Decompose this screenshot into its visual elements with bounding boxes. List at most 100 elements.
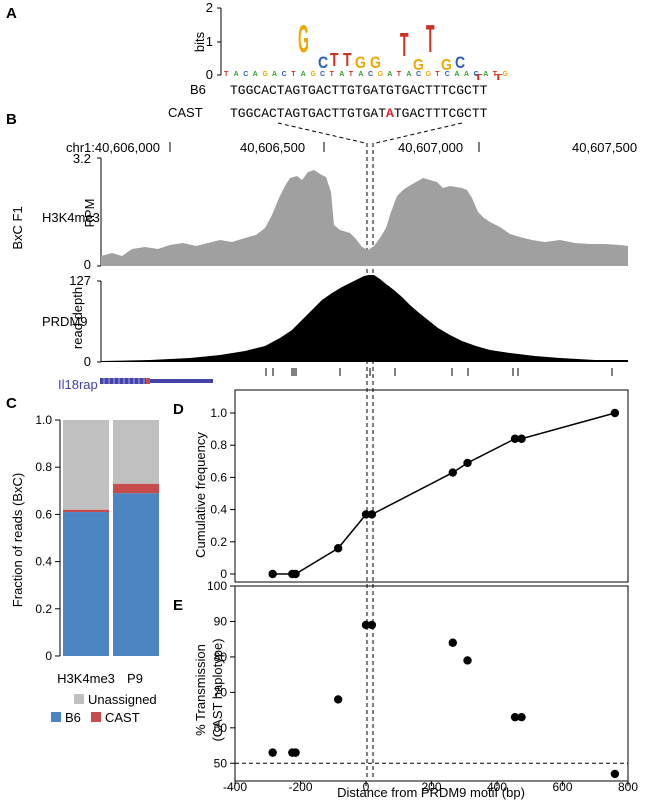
d-point	[610, 408, 620, 418]
logo-letter: T	[330, 50, 339, 70]
d-ytick-label: 0.2	[210, 535, 227, 549]
c-category-label: H3K4me3	[57, 671, 115, 686]
coord-label: 40,607,500	[572, 140, 637, 155]
logo-tick-label: 1	[206, 34, 213, 49]
d-point	[367, 510, 377, 519]
d-ylabel: Cumulative frequency	[193, 432, 208, 558]
logo-letter: T	[330, 71, 335, 78]
e-xlabel: Distance from PRDM9 motif (bp)	[337, 785, 525, 800]
legend-swatch-cast	[91, 712, 101, 722]
e-xtick-label: 400	[487, 780, 507, 794]
e-xtick-label: 600	[552, 780, 572, 794]
d-plot-frame	[234, 389, 629, 583]
logo-letter: G	[426, 71, 432, 78]
b6-sequence: TGGCACTAGTGACTTGTGATGTGACTTTCGCTT	[230, 83, 488, 98]
logo-letter: A	[483, 71, 488, 78]
e-ylabel-2: (CAST haplotype)	[210, 638, 225, 741]
logo-letter: G	[378, 71, 384, 78]
e-point	[333, 695, 343, 704]
logo-letter: G	[355, 54, 366, 72]
logo-letter: C	[318, 54, 328, 72]
e-point	[361, 620, 371, 630]
e-ytick-label: 100	[207, 579, 227, 593]
logo-letter: A	[406, 71, 411, 78]
c-ytick-label: 0	[45, 649, 52, 663]
c-bars	[63, 420, 159, 656]
d-ytick-label: 0	[220, 567, 227, 581]
h3k4me3-unit: RPM	[82, 199, 97, 228]
logo-letter: G	[441, 57, 452, 74]
c-ytick-label: 0.4	[35, 555, 52, 569]
connector-dash-left	[277, 122, 366, 144]
d-point	[361, 510, 371, 519]
c-ytick-label: 0.2	[35, 602, 52, 616]
d-plot	[268, 408, 620, 579]
d-series-line	[272, 412, 616, 575]
logo-letter: C	[474, 71, 479, 78]
bar-unassigned	[63, 420, 109, 510]
logo-letter: G	[310, 71, 316, 78]
logo-tick-label: 2	[206, 0, 213, 15]
logo-letter: T	[291, 71, 296, 78]
logo-letter: A	[387, 71, 392, 78]
coord-label: 40,606,500	[240, 140, 305, 155]
e-xtick-label: 0	[363, 780, 370, 794]
e-point	[291, 748, 300, 757]
cast-snp: A	[386, 106, 394, 121]
d-point	[510, 434, 520, 443]
gene-label: Il18rap	[58, 377, 98, 392]
e-xtick-label: 800	[618, 780, 638, 794]
e-ytick-label: 80	[214, 650, 228, 664]
logo-letter: A	[339, 71, 344, 78]
d-ytick-label: 1.0	[210, 406, 227, 420]
e-ytick-label: 50	[214, 756, 228, 770]
c-ytick-label: 0.6	[35, 507, 52, 521]
coord-label: 40,607,000	[398, 140, 463, 155]
h3k4me3-ymin: 0	[84, 257, 91, 272]
logo-letter: G	[298, 17, 309, 61]
logo-ylabel: bits	[192, 31, 207, 52]
d-point	[268, 569, 277, 579]
prdm9-unit: read depth	[70, 287, 85, 349]
e-point	[610, 769, 620, 779]
gene-marker	[146, 378, 150, 384]
d-point	[333, 544, 343, 553]
d-ytick-label: 0.4	[210, 503, 227, 517]
logo-letter: C	[416, 71, 421, 78]
e-ytick-label: 60	[214, 721, 228, 735]
h3k4me3-track-label: H3K4me3	[42, 210, 100, 225]
b6-label: B6	[190, 82, 206, 97]
motif-logo: bits 2 1 0 GC T T G G TGTG CT TT A C A G A C T A G C T A T A C…	[192, 0, 508, 82]
logo-letter: T	[494, 73, 503, 82]
e-xtick-label: -400	[223, 780, 247, 794]
d-yticks: 0 0.2 0.4 0.6 0.8 1.0	[210, 406, 235, 581]
e-point	[463, 656, 472, 665]
logo-letter: A	[464, 71, 469, 78]
logo-letter: T	[343, 50, 352, 70]
gene-exon-marks	[103, 378, 145, 384]
connector-dash-right	[375, 122, 463, 144]
logo-letter: G	[413, 57, 424, 74]
logo-letter: C	[445, 71, 450, 78]
prdm9-coverage	[101, 275, 628, 362]
gene-intron	[150, 379, 213, 383]
legend-label-unassigned: Unassigned	[88, 692, 157, 707]
panel-label-b: B	[6, 111, 17, 128]
legend-swatch-unassigned	[74, 694, 84, 704]
logo-letter: A	[358, 71, 363, 78]
logo-letter: T	[349, 71, 354, 78]
bar-b6	[63, 512, 109, 656]
bar-b6	[113, 493, 159, 656]
prdm9-ymin: 0	[84, 354, 91, 369]
panel-label-c: C	[6, 395, 17, 412]
cast-sequence: TGGCACTAGTGACTTGTGATATGACTTTCGCTT	[230, 106, 488, 121]
logo-letter: T	[397, 71, 402, 78]
prdm9-ymax: 127	[69, 273, 91, 288]
c-ytick-label: 1.0	[35, 413, 52, 427]
logo-letter: A	[301, 71, 306, 78]
logo-tick-label: 0	[206, 67, 213, 82]
logo-letter: A	[234, 71, 239, 78]
feature-ticks	[265, 368, 613, 376]
sample-label: BxC F1	[10, 206, 25, 249]
